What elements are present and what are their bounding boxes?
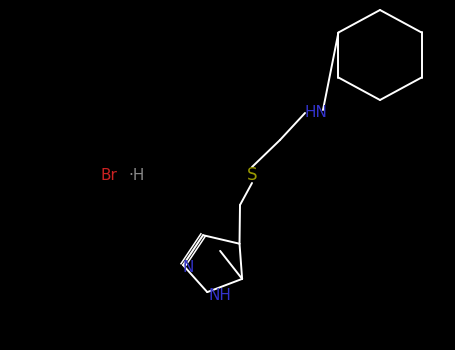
Text: ·H: ·H [128, 168, 144, 182]
Text: HN: HN [305, 105, 328, 120]
Text: N: N [182, 260, 194, 275]
Text: S: S [247, 166, 257, 184]
Text: Br: Br [100, 168, 117, 182]
Text: NH: NH [208, 287, 232, 302]
